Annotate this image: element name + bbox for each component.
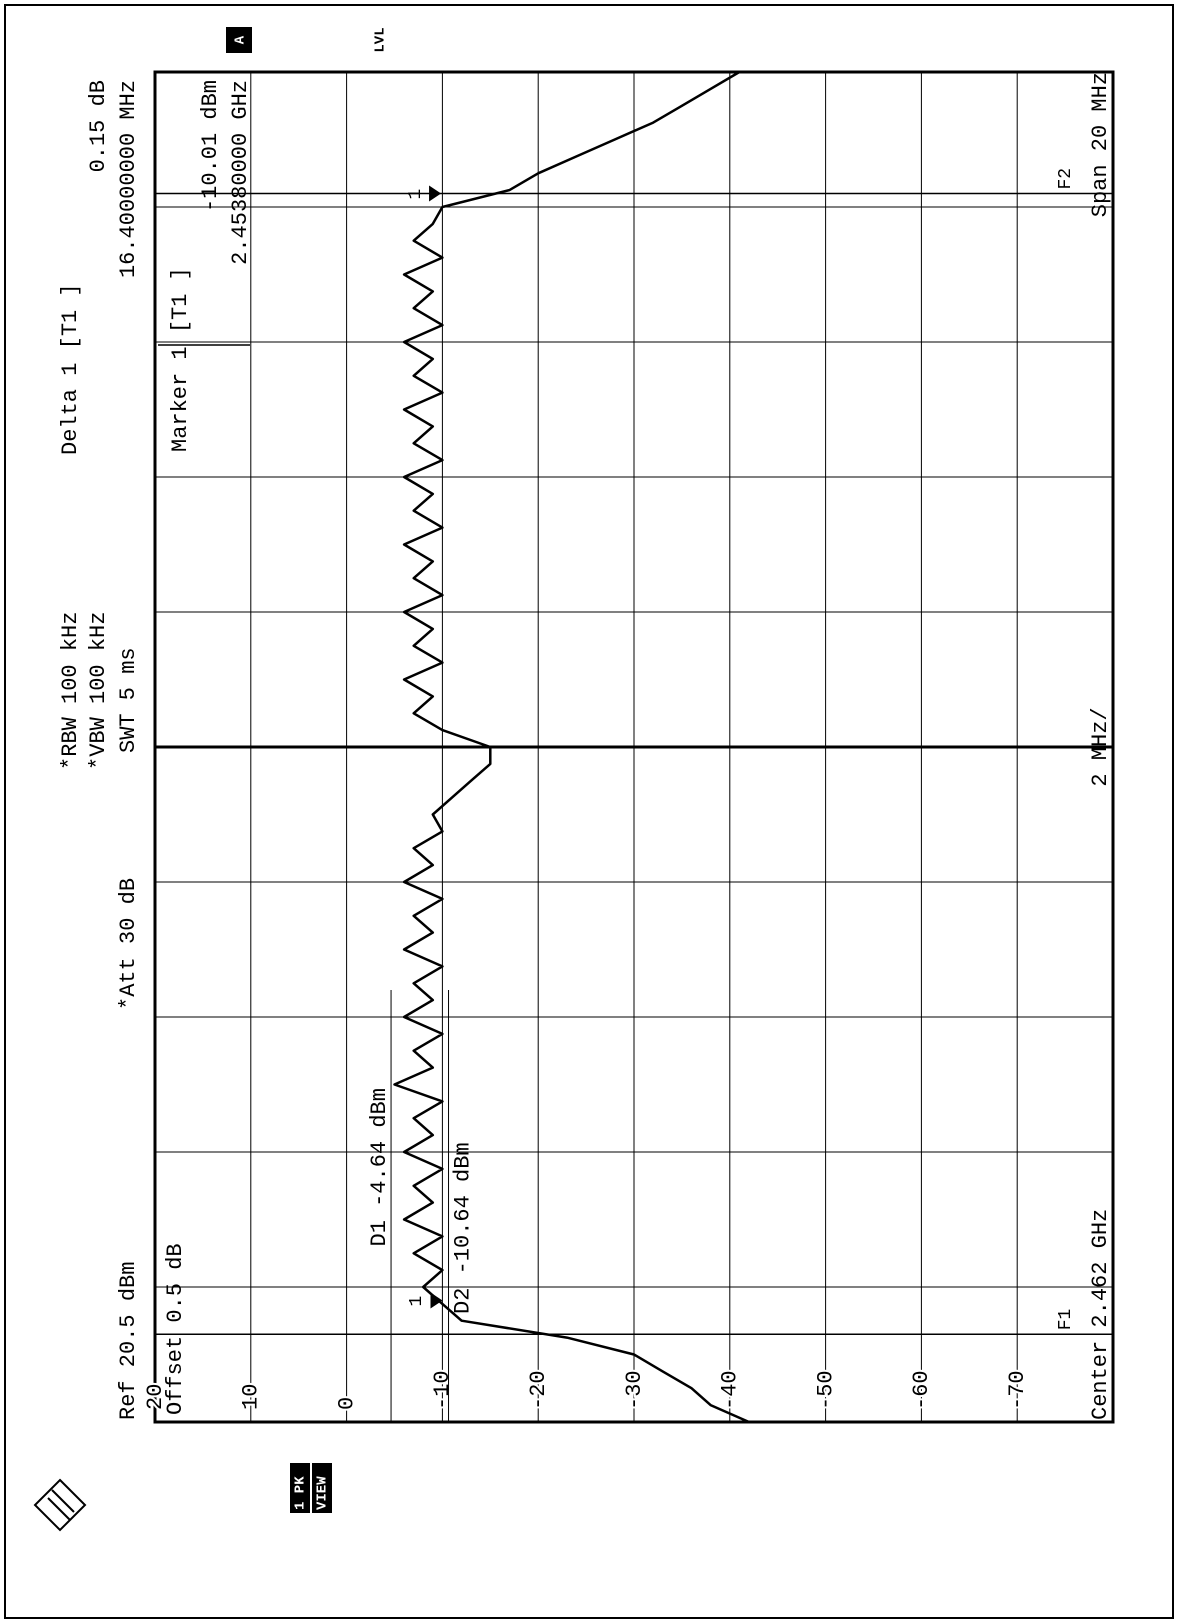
y-tick-label: -30	[622, 1370, 647, 1410]
trace-box	[290, 1463, 310, 1513]
screen-box	[226, 27, 252, 53]
marker-level: -10.01 dBm	[198, 80, 223, 212]
frequency-line-label: F2	[1056, 168, 1076, 190]
marker-label: 1	[406, 189, 426, 200]
marker-frequency: 2.45380000 GHz	[228, 80, 253, 265]
y-tick-label: 20	[143, 1384, 168, 1410]
display-line-label: D2 -10.64 dBm	[450, 1142, 475, 1314]
delta-title: Delta 1 [T1 ]	[58, 283, 83, 455]
sweep-time: SWT 5 ms	[116, 647, 141, 753]
logo	[33, 1478, 87, 1532]
span: Span 20 MHz	[1088, 72, 1113, 217]
level-flag: LVL	[373, 27, 389, 52]
y-tick-label: -60	[909, 1370, 934, 1410]
screen-label: A	[233, 35, 249, 44]
y-tick-label: -50	[813, 1370, 838, 1410]
y-tick-label: -20	[526, 1370, 551, 1410]
marker	[429, 185, 442, 202]
center: Center 2.462 GHz	[1088, 1209, 1113, 1420]
delta-level: 0.15 dB	[86, 80, 111, 172]
trace-label: 1 PK	[293, 1476, 309, 1510]
delta-frequency: 16.40000000 MHz	[116, 80, 141, 278]
y-tick-label: 10	[239, 1384, 264, 1410]
y-tick-label: 0	[334, 1397, 359, 1410]
marker-title: Marker 1 [T1 ]	[168, 267, 193, 452]
trace-mode: VIEW	[315, 1476, 331, 1510]
marker	[430, 1292, 443, 1309]
display-line-label: D1 -4.64 dBm	[367, 1088, 392, 1246]
frequency-line-label: F1	[1056, 1309, 1076, 1331]
rotated-display: Ref 20.5 dBm *Att 30 dB *RBW 100 kHz *VB…	[58, 27, 1115, 1513]
page-border	[4, 4, 1174, 1619]
y-tick-label: -40	[718, 1370, 743, 1410]
trace	[393, 70, 750, 1424]
y-tick-label: -10	[430, 1370, 455, 1410]
offset: Offset 0.5 dB	[163, 1243, 188, 1415]
marker-label: 1	[407, 1296, 427, 1307]
vbw: *VBW 100 kHz	[86, 612, 111, 770]
attenuation: *Att 30 dB	[116, 878, 141, 1010]
rbw: *RBW 100 kHz	[58, 612, 83, 770]
trace-mode-box	[312, 1463, 332, 1513]
y-tick-label: -70	[1005, 1370, 1030, 1410]
ref-level: Ref 20.5 dBm	[116, 1262, 141, 1420]
